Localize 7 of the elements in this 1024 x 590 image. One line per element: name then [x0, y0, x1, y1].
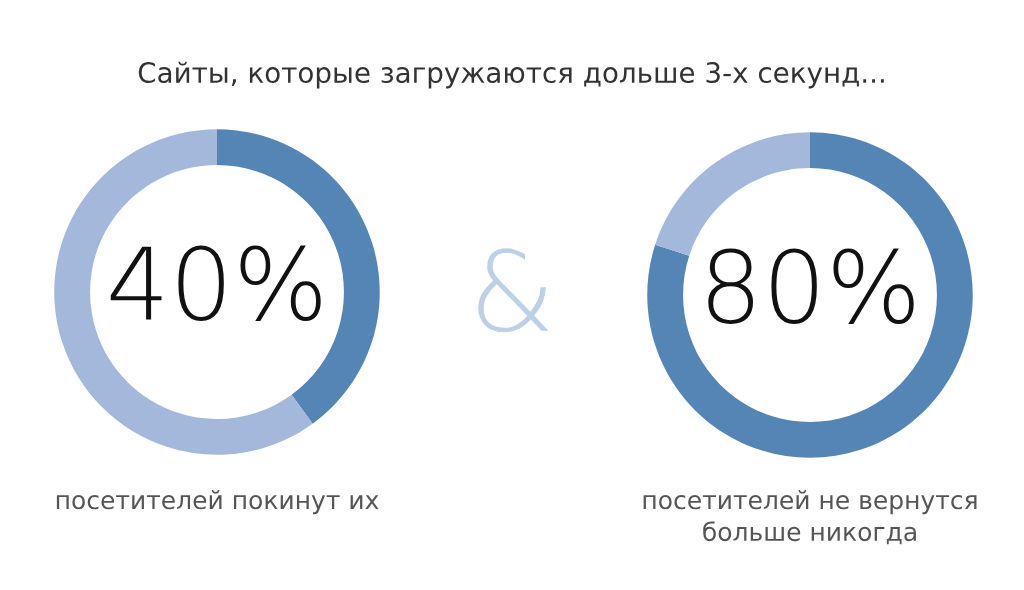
- data-label: 80%: [708, 248, 914, 325]
- text: посетителей покинут их: [56, 490, 379, 515]
- text: посетителей не вернутся больше никогда: [643, 490, 977, 545]
- text: &: [478, 248, 549, 333]
- donut-slice: [647, 132, 973, 458]
- data-label: 40%: [110, 245, 321, 322]
- text: Сайты, которые загружаются дольше 3-х секунд...: [138, 61, 884, 89]
